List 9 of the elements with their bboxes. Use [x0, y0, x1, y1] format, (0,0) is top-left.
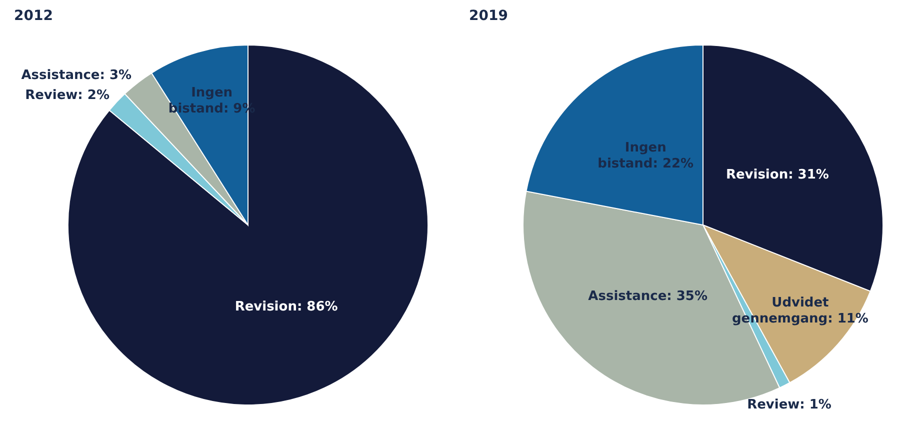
chart-title: 2019	[469, 8, 508, 24]
slice-label: Ingen bistand: 22%	[598, 140, 694, 172]
chart-title: 2012	[14, 8, 53, 24]
slice-label: Review: 1%	[747, 396, 832, 412]
slice-label: Review: 2%	[25, 87, 110, 102]
slice-label: Revision: 31%	[726, 166, 829, 182]
slice-label: Assistance: 35%	[588, 288, 708, 304]
slice-label: Assistance: 3%	[21, 67, 132, 82]
slice-label: Revision: 86%	[234, 298, 338, 314]
